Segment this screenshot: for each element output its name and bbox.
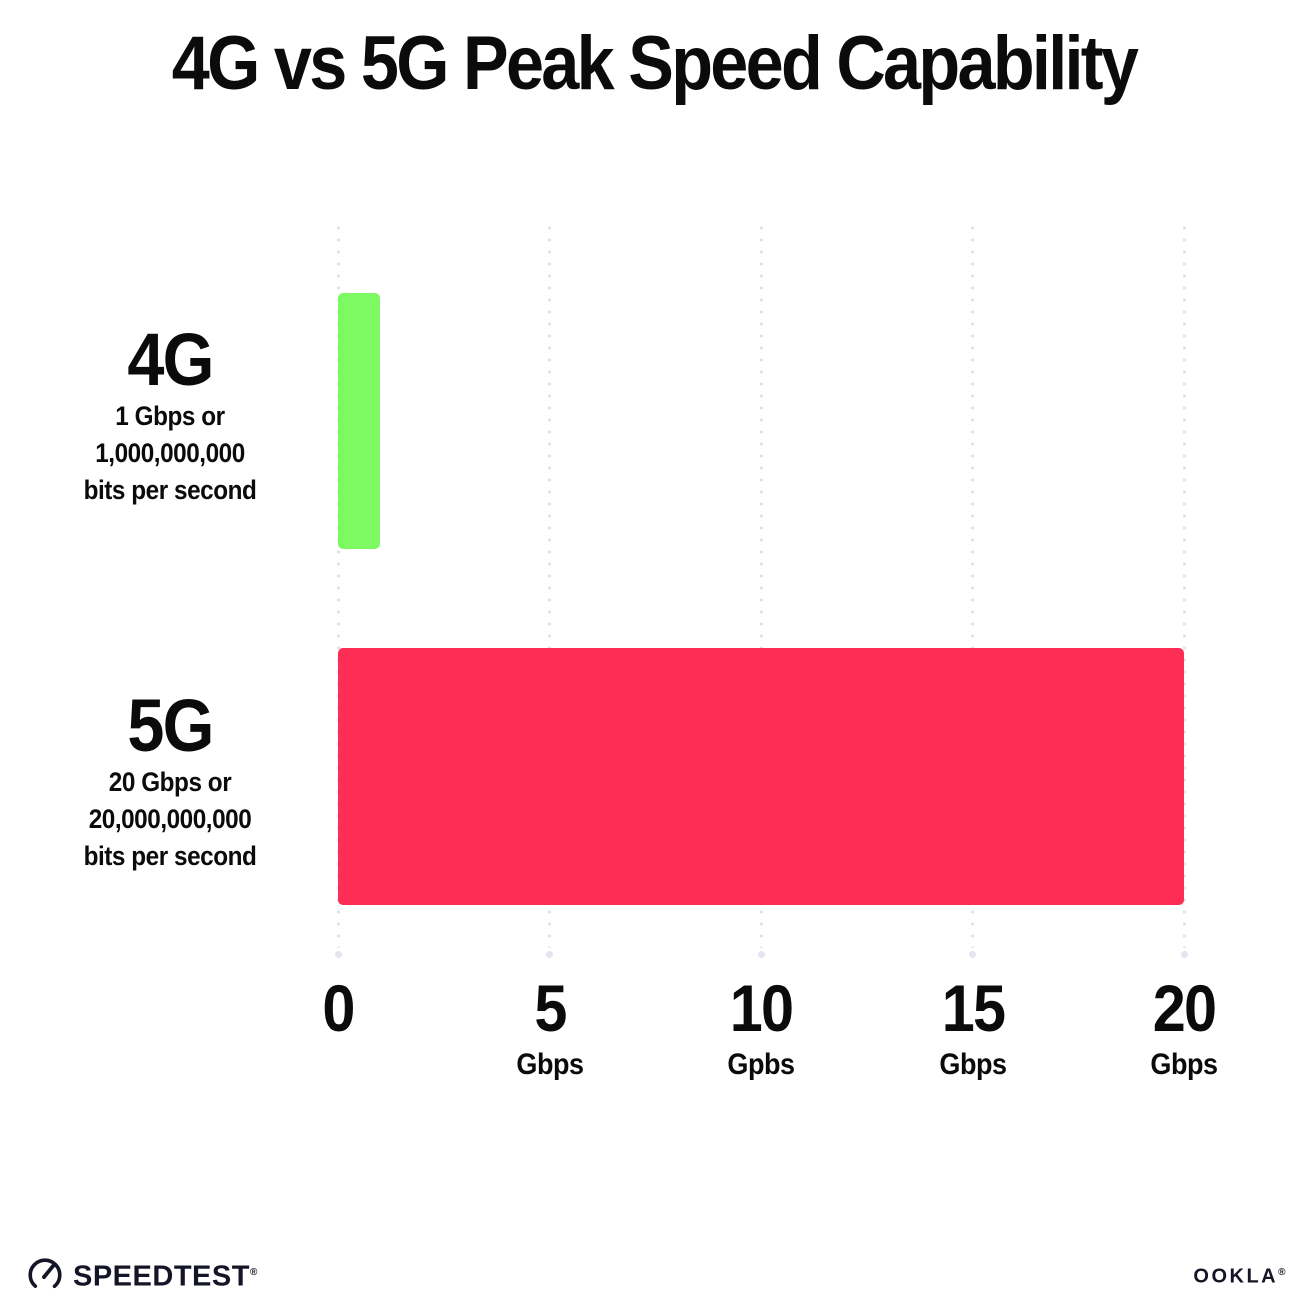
chart-title-text: 4G vs 5G Peak Speed Capability — [171, 21, 1139, 106]
x-tick-unit: Gbps — [938, 1048, 1007, 1081]
row-label-5g: 5G 20 Gbps or 20,000,000,000 bits per se… — [30, 688, 310, 875]
ookla-wordmark: OOKLA — [1193, 1265, 1279, 1288]
speedtest-logo-text: SPEEDTEST® — [73, 1254, 258, 1296]
x-tick-number: 15 — [941, 971, 1005, 1045]
x-tick-10: 10 Gpbs — [651, 972, 871, 1082]
gridline-0 — [334, 222, 342, 958]
gridline-15 — [969, 222, 976, 958]
speedtest-wordmark: SPEEDTEST — [73, 1260, 250, 1293]
x-tick-0: 0 — [228, 972, 448, 1044]
sublabel-5g-line1: 20 Gbps or — [108, 767, 232, 797]
sublabel-4g-line2: 1,000,000,000 — [95, 438, 245, 468]
category-name-5g: 5G — [127, 684, 214, 767]
sublabel-4g-line3: bits per second — [83, 475, 257, 505]
x-tick-number: 5 — [533, 971, 567, 1045]
x-tick-5: 5 Gbps — [440, 972, 660, 1082]
x-tick-20: 20 Gbps — [1074, 972, 1294, 1082]
bar-5g — [338, 648, 1184, 905]
gridline-5 — [546, 222, 553, 958]
x-tick-unit: Gbps — [1150, 1048, 1218, 1081]
bar-4g — [338, 293, 381, 549]
x-tick-unit: Gpbs — [727, 1048, 795, 1081]
gridline-20 — [1180, 222, 1188, 958]
x-tick-unit: Gbps — [515, 1048, 584, 1081]
chart-title: 4G vs 5G Peak Speed Capability — [0, 22, 1308, 106]
ookla-logo: OOKLA® — [1193, 1260, 1288, 1290]
category-name-4g: 4G — [127, 318, 214, 401]
x-tick-number: 20 — [1152, 971, 1217, 1045]
x-tick-number: 10 — [729, 971, 794, 1045]
sublabel-5g-line2: 20,000,000,000 — [88, 804, 252, 834]
speedtest-gauge-icon — [28, 1258, 62, 1292]
x-tick-15: 15 Gbps — [863, 972, 1083, 1082]
ookla-registered-mark: ® — [1278, 1267, 1288, 1278]
speedtest-logo: SPEEDTEST® — [26, 1254, 258, 1296]
row-label-4g: 4G 1 Gbps or 1,000,000,000 bits per seco… — [30, 322, 310, 509]
sublabel-5g-line3: bits per second — [83, 841, 257, 871]
gridline-10 — [757, 222, 765, 958]
x-tick-number: 0 — [322, 971, 355, 1045]
speedtest-registered-mark: ® — [249, 1267, 258, 1278]
sublabel-4g-line1: 1 Gbps or — [115, 401, 225, 431]
